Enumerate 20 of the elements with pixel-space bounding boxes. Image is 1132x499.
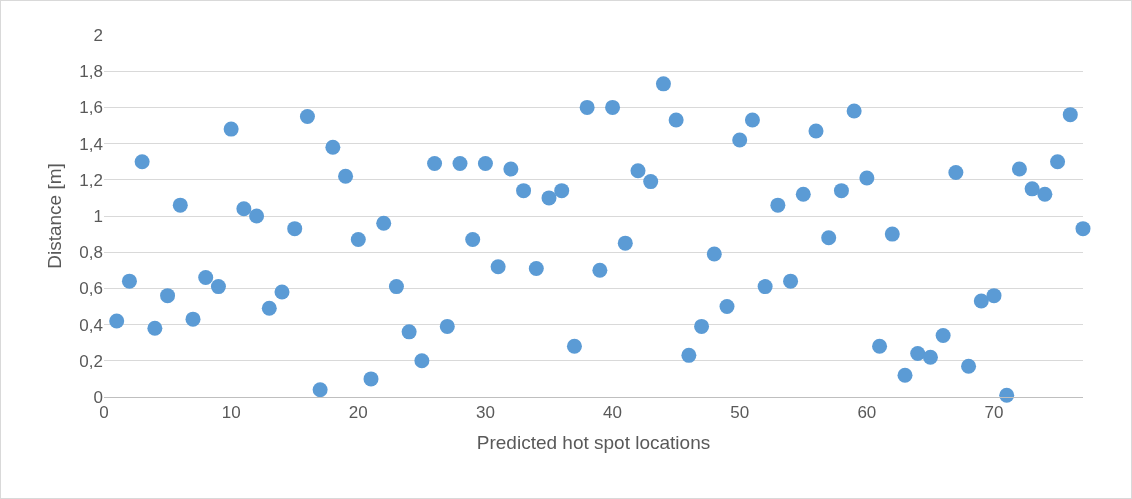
y-tick-label: 1 xyxy=(93,206,103,226)
x-tick-label: 10 xyxy=(221,403,241,423)
x-tick-label: 40 xyxy=(603,403,623,423)
x-tick-label: 20 xyxy=(348,403,368,423)
y-tick-label: 0,4 xyxy=(79,315,103,335)
x-tick-label: 50 xyxy=(730,403,750,423)
y-axis-title: Distance [m] xyxy=(44,163,66,269)
y-tick-label: 0 xyxy=(93,387,103,407)
y-tick-label: 0,8 xyxy=(79,243,103,263)
y-tick-label: 1,4 xyxy=(79,134,103,154)
y-tick-label: 0,2 xyxy=(79,351,103,371)
y-tick-label: 1,8 xyxy=(79,62,103,82)
x-tick-label: 70 xyxy=(984,403,1004,423)
y-tick-label: 0,6 xyxy=(79,279,103,299)
y-tick-label: 1,6 xyxy=(79,98,103,118)
x-axis-title: Predicted hot spot locations xyxy=(476,432,711,454)
x-tick-label: 60 xyxy=(857,403,877,423)
y-tick-label: 2 xyxy=(93,25,103,45)
x-tick-label: 30 xyxy=(475,403,495,423)
y-tick-label: 1,2 xyxy=(79,170,103,190)
